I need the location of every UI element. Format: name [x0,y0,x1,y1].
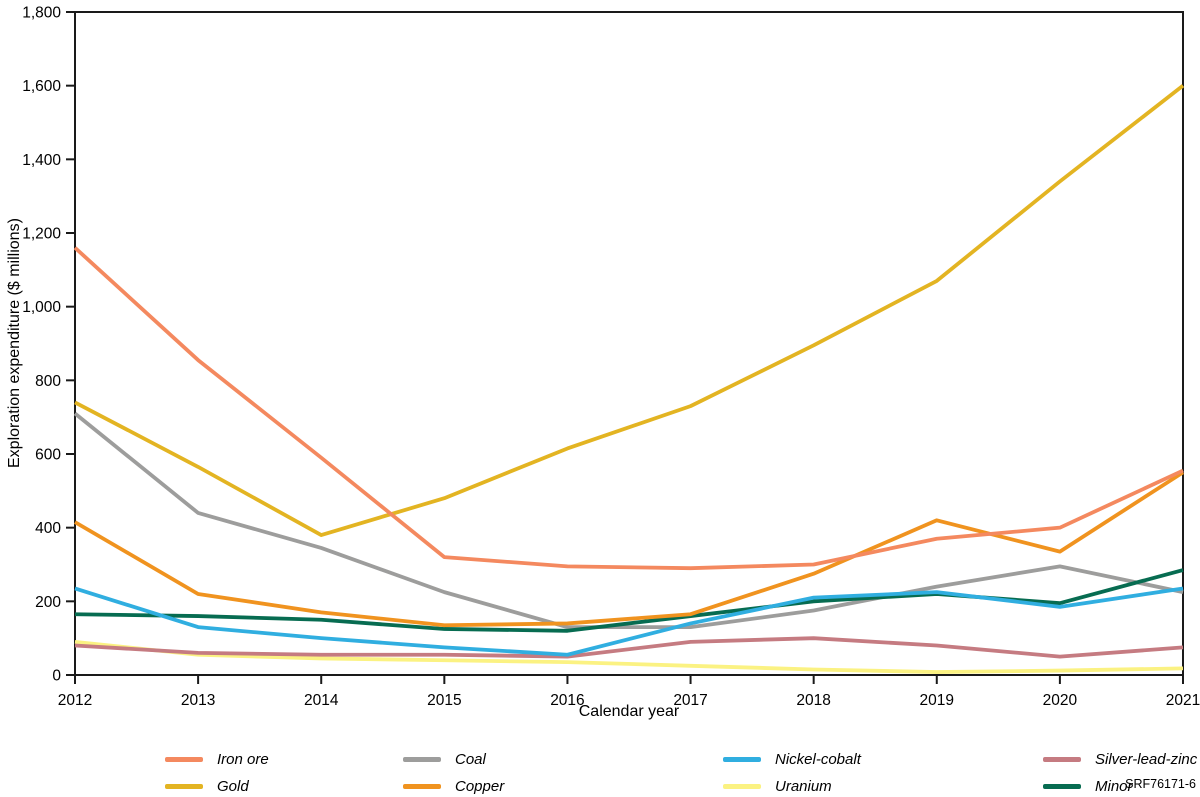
series-line-copper [74,470,1185,628]
line-chart-plot: 0 200 400 600 800 1,000 1,200 1,400 1,600 1,800 20… [22,5,1200,710]
plot-frame [74,11,1184,676]
legend-item-iron-ore: Iron ore [165,746,269,773]
legend-item-copper: Copper [403,773,504,797]
legend-label: Silver-lead-zinc [1095,751,1198,768]
x-tick-label: 2012 [58,692,92,709]
legend-item-nickel-cobalt: Nickel-cobalt [723,746,861,773]
uranium-line-swatch [723,784,761,789]
series-line-silver-lead-zinc [74,636,1184,659]
series-line-uranium [74,639,1184,674]
legend-item-coal: Coal [403,746,504,773]
series-line-gold [74,84,1185,537]
coal-line-swatch [403,757,441,762]
y-tick-label: 1,600 [22,78,61,95]
legend-label: Minor [1095,778,1133,795]
legend-item-silver-lead-zinc: Silver-lead-zinc [1043,746,1197,773]
figure-reference-code: SRF76171-6 [1125,777,1196,791]
x-tick-label: 2016 [550,692,584,709]
x-axis-title: Calendar year [578,703,680,720]
legend-label: Gold [217,778,249,795]
x-tick-label: 2021 [1166,692,1200,709]
x-tick-label: 2013 [181,692,215,709]
gold-line-swatch [165,784,203,789]
minor-line-swatch [1043,784,1081,789]
y-tick-label: 600 [35,447,61,464]
series-line-coal [73,412,1184,630]
legend-column: Silver-lead-zinc Minor [1043,746,1197,797]
x-tick-label: 2020 [1043,692,1078,709]
legend-label: Coal [455,751,486,768]
y-tick-label: 400 [35,520,61,537]
silver-lead-zinc-line-swatch [1043,757,1081,762]
nickel-cobalt-line-swatch [723,757,761,762]
y-tick-label: 1,400 [22,152,61,169]
series-line-iron-ore [73,246,1184,571]
x-tick-label: 2018 [796,692,830,709]
x-tick-label: 2015 [427,692,461,709]
legend-item-minor: Minor [1043,773,1197,797]
legend-label: Iron ore [217,751,269,768]
legend-column: Coal Copper [403,746,504,797]
y-tick-label: 1,000 [22,299,61,316]
chart-legend: Iron ore Gold Coal Copper Nickel-cobalt [0,746,1200,797]
y-tick-label: 800 [35,373,61,390]
y-tick-label: 0 [52,668,61,685]
iron-ore-line-swatch [165,757,203,762]
x-tick-label: 2014 [304,692,339,709]
y-axis-title: Exploration expenditure ($ millions) [6,218,23,469]
y-tick-label: 1,200 [22,226,61,243]
legend-item-uranium: Uranium [723,773,861,797]
legend-label: Uranium [775,778,832,795]
x-tick-label: 2017 [673,692,707,709]
y-tick-label: 1,800 [22,5,61,22]
legend-column: Iron ore Gold [165,746,269,797]
legend-label: Copper [455,778,505,795]
legend-item-gold: Gold [165,773,269,797]
legend-label: Nickel-cobalt [775,751,861,768]
series-line-nickel-cobalt [74,586,1184,657]
legend-column: Nickel-cobalt Uranium [723,746,861,797]
y-tick-label: 200 [35,594,61,611]
copper-line-swatch [403,784,441,789]
x-tick-label: 2019 [920,692,954,709]
